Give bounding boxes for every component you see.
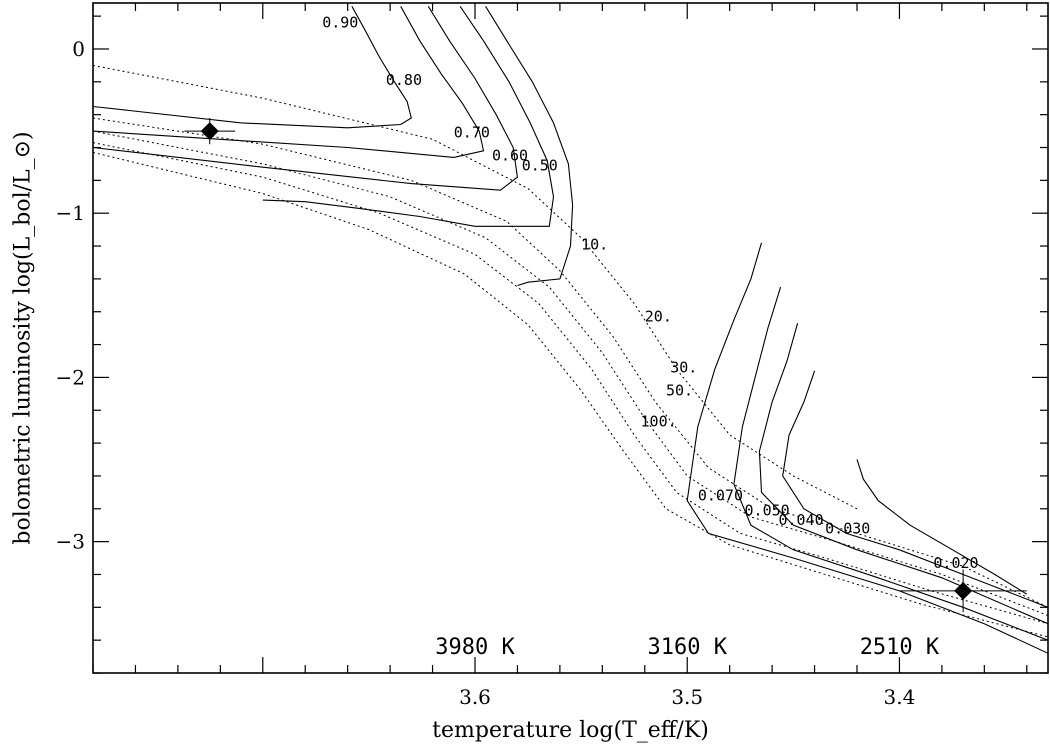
track-0-70 — [93, 6, 518, 191]
label-0-050: 0.050 — [745, 501, 790, 519]
label-100: 100. — [641, 413, 677, 431]
label-0-020: 0.020 — [933, 554, 978, 572]
label-0-030: 0.030 — [825, 519, 870, 537]
axis-ticks — [92, 3, 1048, 674]
y-axis-label: bolometric luminosity log(L_bol/L_⊙) — [11, 131, 36, 544]
track-0-90 — [93, 6, 412, 129]
label-0-80: 0.80 — [386, 71, 422, 89]
temperature-label-3160-K: 3160 K — [647, 635, 727, 660]
temperature-labels: 3980 K 3160 K 2510 K — [435, 635, 940, 660]
diamond-point-2 — [954, 581, 973, 600]
label-10: 10. — [581, 235, 608, 253]
data-points — [184, 117, 1027, 613]
axis-tick-labels: 3.6 3.5 3.4 0 −1 −2 −3 — [56, 37, 916, 709]
temperature-label-3980-K: 3980 K — [435, 635, 515, 660]
isochrone-100 — [93, 151, 1048, 638]
label-30: 30. — [670, 358, 697, 376]
y-tick-label: −1 — [56, 201, 85, 225]
label-50: 50. — [666, 381, 693, 399]
track-0-050 — [733, 286, 1048, 641]
y-tick-label: −3 — [56, 530, 85, 554]
temperature-label-2510-K: 2510 K — [860, 635, 940, 660]
isochrone-20 — [93, 117, 1048, 608]
y-tick-label: −2 — [56, 365, 85, 389]
evolutionary-tracks — [93, 5, 1048, 654]
y-tick-label: 0 — [72, 37, 85, 61]
label-20: 20. — [645, 308, 672, 326]
track-0-60 — [262, 5, 555, 227]
plot-frame — [92, 2, 1049, 674]
x-axis-label: temperature log(T_eff/K) — [432, 718, 709, 743]
label-0-040: 0.040 — [778, 511, 823, 529]
isochrone-10 — [93, 64, 858, 510]
track-labels: 0.90 0.80 0.700.600.50 10. 20. 30. 50. 100. 0.07… — [322, 14, 978, 572]
label-0-60: 0.60 — [492, 147, 528, 165]
isochrone-50 — [93, 142, 1048, 625]
track-0-030 — [782, 370, 1048, 608]
x-tick-label: 3.4 — [884, 685, 916, 709]
isochrone-30 — [93, 130, 1048, 616]
label-0-90: 0.90 — [322, 14, 358, 32]
diamond-point-1 — [200, 122, 219, 141]
label-0-70: 0.70 — [454, 124, 490, 142]
track-0-50 — [485, 6, 574, 287]
track-0-040 — [758, 323, 1048, 625]
x-tick-label: 3.6 — [459, 685, 491, 709]
track-0-80 — [93, 6, 485, 158]
label-0-070: 0.070 — [698, 487, 743, 505]
track-0-070 — [686, 242, 1048, 654]
x-tick-label: 3.5 — [671, 685, 703, 709]
label-0-50: 0.50 — [522, 157, 558, 175]
track-0-020 — [856, 459, 1028, 595]
